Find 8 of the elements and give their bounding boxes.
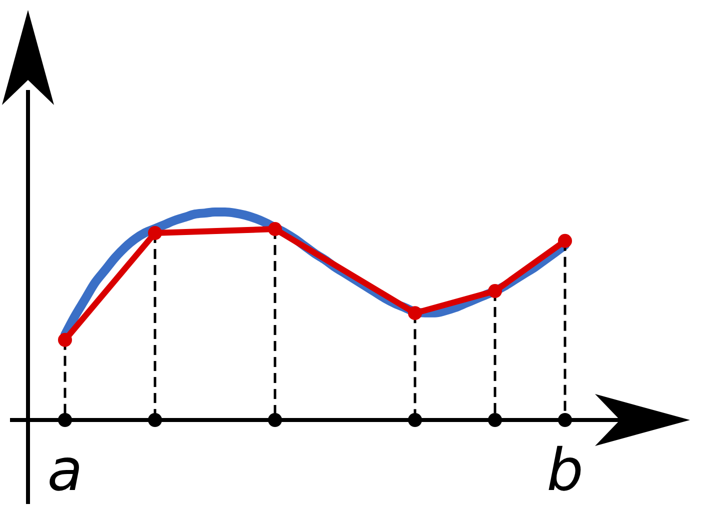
point bbox=[408, 306, 422, 320]
x-tick-label: b bbox=[546, 436, 584, 504]
point bbox=[488, 284, 502, 298]
point bbox=[558, 234, 572, 248]
x-tick-label: a bbox=[47, 436, 83, 504]
point bbox=[58, 332, 72, 347]
point bbox=[268, 222, 282, 236]
point bbox=[148, 226, 162, 240]
